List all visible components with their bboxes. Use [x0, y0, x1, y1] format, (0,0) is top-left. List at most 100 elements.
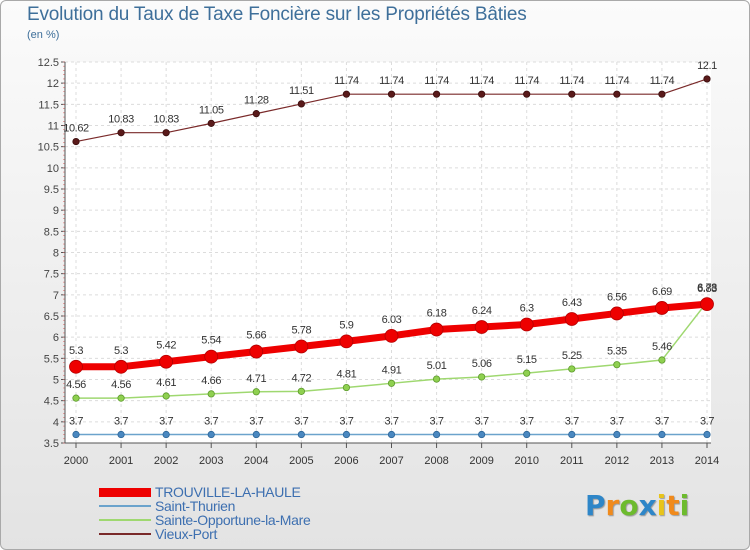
y-tick-label: 4: [53, 417, 59, 429]
logo-letter: P: [585, 489, 606, 522]
data-label: 12.1: [697, 60, 717, 72]
data-point: [613, 90, 621, 98]
y-tick-label: 11.5: [38, 99, 59, 111]
data-point: [252, 110, 260, 118]
y-tick-label: 10.5: [38, 142, 59, 154]
data-label: 5.01: [427, 360, 447, 372]
data-label: 4.81: [337, 369, 357, 381]
data-point: [568, 365, 576, 373]
x-tick-label: 2014: [695, 455, 719, 467]
logo-letter: t: [666, 489, 680, 522]
data-point: [342, 90, 351, 98]
data-point: [114, 359, 128, 374]
data-label: 11.74: [334, 75, 359, 87]
x-tick-label: 2006: [334, 455, 358, 467]
data-point: [387, 430, 396, 439]
y-tick-label: 7: [53, 290, 59, 302]
y-tick-label: 5.5: [44, 353, 59, 365]
data-point: [432, 375, 441, 383]
data-label: 3.7: [565, 416, 579, 428]
data-label: 5.15: [517, 354, 537, 366]
data-point: [72, 394, 80, 402]
data-point: [117, 129, 125, 137]
data-point: [523, 90, 531, 98]
data-point: [564, 312, 579, 326]
data-label: 3.7: [69, 416, 83, 428]
data-label: 11.28: [244, 95, 269, 107]
data-label: 5.25: [562, 350, 582, 362]
data-label: 5.42: [156, 340, 176, 352]
data-label: 3.7: [520, 416, 534, 428]
y-tick-label: 9: [53, 205, 59, 217]
chart-title: Evolution du Taux de Taxe Foncière sur l…: [27, 4, 527, 25]
data-point: [69, 359, 83, 374]
data-point: [429, 322, 444, 337]
data-point: [519, 317, 534, 332]
data-point: [252, 388, 260, 396]
legend-swatch: [99, 533, 151, 535]
x-tick-label: 2007: [379, 455, 403, 467]
data-point: [609, 306, 624, 321]
data-point: [252, 430, 260, 439]
data-point: [568, 90, 576, 98]
logo-letter: x: [638, 489, 657, 522]
legend-swatch: [99, 488, 151, 497]
data-label: 5.35: [607, 346, 627, 358]
data-point: [655, 301, 669, 315]
data-label: 6.3: [520, 302, 534, 314]
data-label: 11.74: [604, 75, 629, 87]
data-point: [207, 430, 215, 439]
y-tick-label: 6.5: [44, 311, 59, 323]
data-label: 4.61: [156, 377, 176, 389]
data-point: [204, 349, 219, 364]
data-point: [658, 90, 666, 98]
x-tick-label: 2008: [424, 455, 448, 467]
data-point: [297, 100, 305, 108]
x-tick-label: 2009: [469, 455, 493, 467]
data-point: [72, 430, 80, 439]
data-label: 5.78: [291, 324, 311, 336]
x-tick-label: 2004: [244, 455, 268, 467]
data-point: [523, 430, 531, 439]
data-point: [207, 390, 215, 398]
data-label: 11.74: [559, 75, 584, 87]
data-point: [294, 339, 309, 354]
x-tick-label: 2012: [605, 455, 629, 467]
data-label: 5.66: [246, 330, 266, 342]
x-tick-label: 2011: [560, 455, 584, 467]
data-label: 4.91: [382, 364, 402, 376]
legend-label: Saint-Thurien: [155, 498, 236, 514]
data-point: [342, 430, 351, 439]
y-tick-label: 11: [48, 121, 59, 133]
legend-label: Vieux-Port: [155, 526, 218, 542]
data-label: 6.43: [562, 297, 582, 309]
data-label: 6.18: [427, 308, 447, 320]
data-point: [523, 369, 531, 377]
data-label: 4.66: [201, 375, 221, 387]
data-point: [478, 430, 486, 439]
y-tick-label: 4.5: [44, 396, 59, 408]
data-label: 6.56: [607, 291, 627, 303]
x-tick-label: 2000: [64, 455, 88, 467]
data-point: [658, 356, 666, 364]
data-point: [207, 119, 215, 127]
data-label: 10.83: [153, 114, 179, 126]
data-label: 6.69: [652, 286, 672, 298]
logo-letter: o: [619, 489, 639, 522]
data-label: 11.51: [289, 85, 314, 97]
data-point: [387, 379, 396, 387]
legend-swatch: [99, 505, 151, 507]
data-point: [387, 90, 396, 98]
data-label: 5.9: [339, 319, 353, 331]
legend-label: Sainte-Opportune-la-Mare: [155, 512, 311, 528]
data-label: 3.7: [610, 416, 624, 428]
data-label: 3.7: [700, 416, 714, 428]
data-point: [297, 387, 305, 395]
y-tick-label: 12: [47, 78, 59, 90]
data-point: [478, 373, 486, 381]
data-label: 11.74: [379, 75, 404, 87]
data-point: [117, 430, 125, 439]
y-tick-label: 6: [53, 332, 59, 344]
